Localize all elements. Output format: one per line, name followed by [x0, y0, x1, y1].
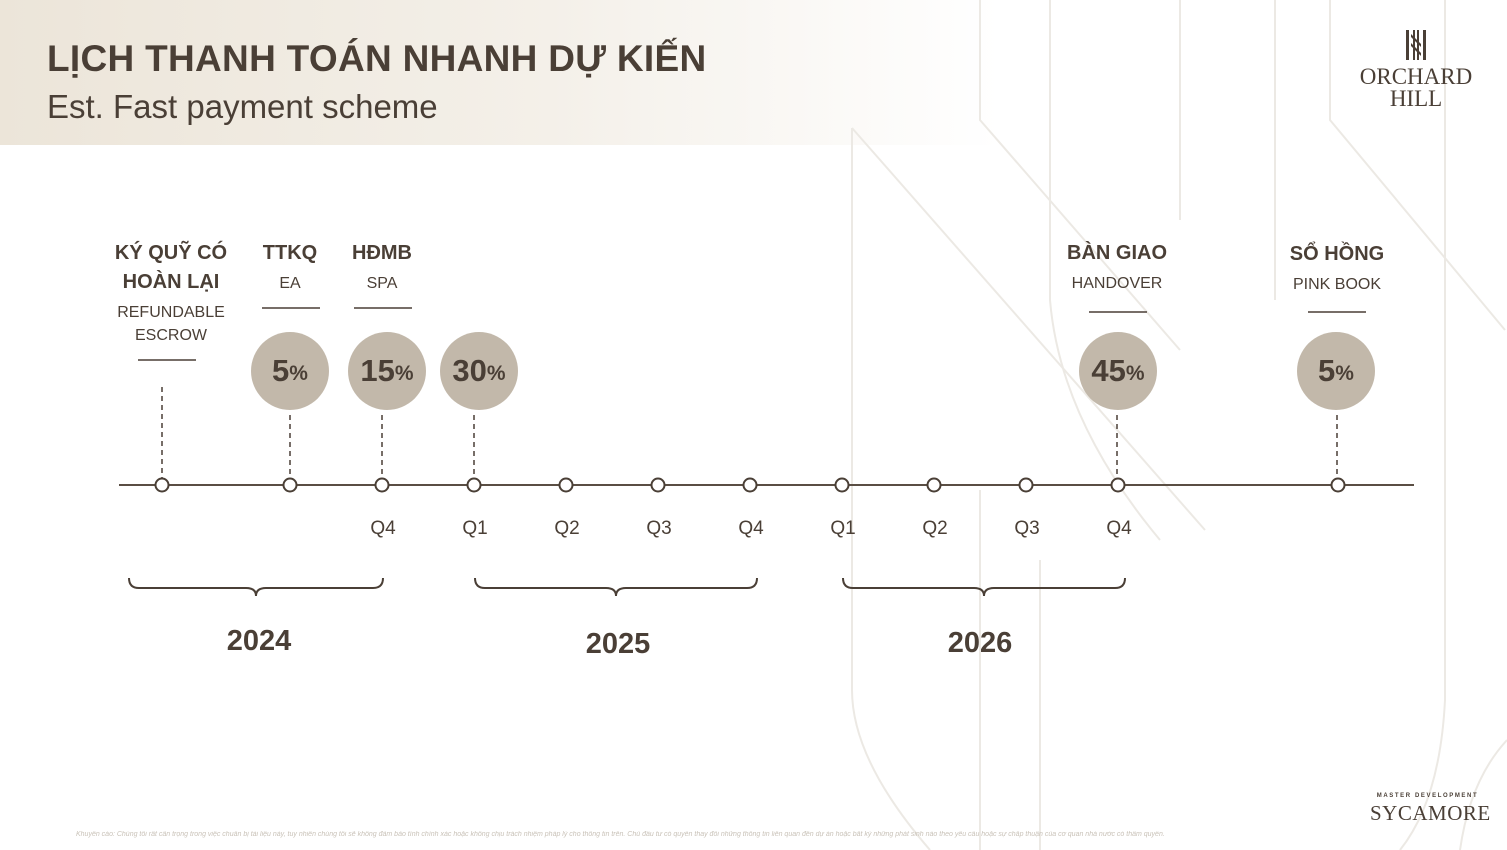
percent-circle-ea: 5%: [251, 332, 329, 410]
percent-sign: %: [394, 362, 414, 385]
milestone-escrow-en: REFUNDABLE ESCROW: [117, 304, 225, 344]
orchard-hill-emblem-icon: [1406, 30, 1426, 60]
percent-value: 15: [360, 353, 395, 388]
quarter-label: Q4: [370, 518, 396, 539]
percent-circle-spa: 15%: [348, 332, 426, 410]
brace-2025: [474, 577, 758, 597]
timeline-node: [374, 477, 390, 493]
milestone-escrow: KÝ QUỸ CÓ HOÀN LẠI REFUNDABLE ESCROW: [96, 239, 246, 347]
logo-name: ORCHARD HILL: [1359, 64, 1473, 111]
percent-sign: %: [1125, 362, 1145, 385]
quarter-label: Q2: [922, 518, 948, 539]
quarter-label: Q1: [462, 518, 488, 539]
timeline-node: [926, 477, 942, 493]
milestone-spa-vn: HĐMB: [352, 242, 412, 264]
timeline-node: [466, 477, 482, 493]
sycamore-logo: MASTER DEVELOPMENT SYCAMORE: [1370, 793, 1491, 826]
timeline-node: [1330, 477, 1346, 493]
quarter-label: Q3: [646, 518, 672, 539]
milestone-handover-vn: BÀN GIAO: [1067, 242, 1167, 264]
percent-value: 5: [1318, 353, 1336, 388]
quarter-label: Q3: [1014, 518, 1040, 539]
timeline-node: [650, 477, 666, 493]
milestone-handover-en: HANDOVER: [1071, 275, 1163, 292]
developer-name: SYCAMORE: [1370, 801, 1491, 825]
milestone-ea-en: EA: [279, 275, 301, 292]
brace-2024: [128, 577, 384, 597]
quarter-label: Q1: [830, 518, 856, 539]
milestone-ea-vn: TTKQ: [262, 242, 318, 264]
percent-circle-handover: 45%: [1079, 332, 1157, 410]
timeline-node: [282, 477, 298, 493]
percent-value: 5: [272, 353, 290, 388]
percent-sign: %: [289, 362, 308, 385]
timeline-node: [834, 477, 850, 493]
year-label: 2024: [226, 625, 292, 657]
milestone-pinkbook-en: PINK BOOK: [1292, 276, 1382, 293]
timeline-node: [1110, 477, 1126, 493]
timeline-node: [742, 477, 758, 493]
quarter-label: Q4: [738, 518, 764, 539]
milestone-handover: BÀN GIAO HANDOVER: [1067, 239, 1167, 295]
timeline-node: [154, 477, 170, 493]
percent-sign: %: [1335, 362, 1354, 385]
disclaimer-text: Khuyến cáo: Chúng tôi rất cẩn trọng tron…: [76, 831, 1165, 838]
page-title: LỊCH THANH TOÁN NHANH DỰ KIẾN: [47, 38, 707, 79]
quarter-label: Q2: [554, 518, 580, 539]
percent-sign: %: [486, 362, 506, 385]
quarter-label: Q4: [1106, 518, 1132, 539]
year-label: 2026: [947, 627, 1013, 659]
milestone-ea: TTKQ EA: [263, 239, 317, 295]
percent-circle-pinkbook: 5%: [1297, 332, 1375, 410]
milestone-spa: HĐMB SPA: [352, 239, 412, 295]
timeline-node: [558, 477, 574, 493]
milestone-pinkbook-vn: SỔ HỒNG: [1289, 243, 1385, 265]
milestone-pinkbook: SỔ HỒNG PINK BOOK: [1290, 240, 1384, 296]
percent-value: 30: [452, 353, 487, 388]
percent-circle-30: 30%: [440, 332, 518, 410]
percent-value: 45: [1091, 353, 1126, 388]
developer-label: MASTER DEVELOPMENT: [1376, 793, 1479, 799]
timeline-node: [1018, 477, 1034, 493]
year-label: 2025: [585, 628, 651, 660]
brace-2026: [842, 577, 1126, 597]
milestone-spa-en: SPA: [366, 275, 398, 292]
header-band: [0, 0, 1000, 145]
milestone-escrow-vn: KÝ QUỸ CÓ HOÀN LẠI: [114, 242, 228, 293]
page-subtitle: Est. Fast payment scheme: [47, 88, 438, 125]
orchard-hill-logo: ORCHARD HILL: [1352, 28, 1480, 110]
